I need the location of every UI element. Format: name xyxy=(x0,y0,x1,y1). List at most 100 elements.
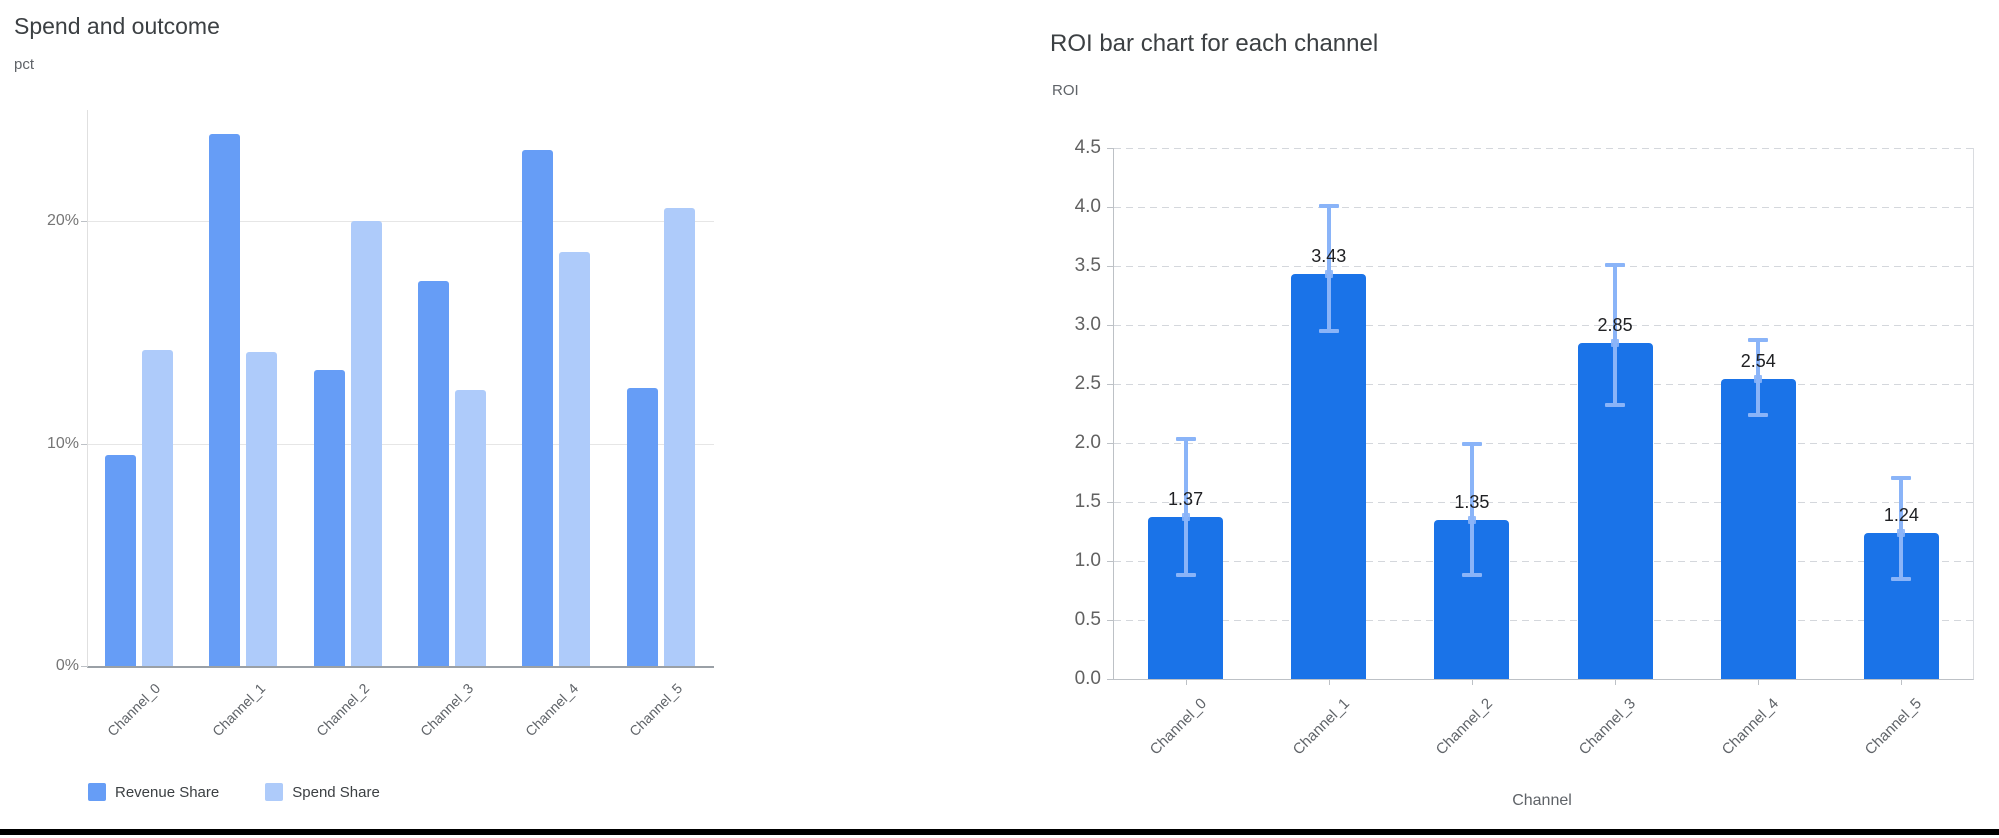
error-bar-cap-top xyxy=(1891,476,1912,481)
error-bar-line xyxy=(1613,263,1618,406)
y-tick-label: 10% xyxy=(46,434,79,452)
y-tick xyxy=(1107,679,1113,680)
gridline xyxy=(1114,561,1973,562)
y-tick-label: 2.5 xyxy=(1074,373,1101,394)
y-tick xyxy=(1107,443,1113,444)
error-bar-mean-marker xyxy=(1897,528,1906,537)
error-bar-line xyxy=(1326,204,1331,331)
legend-item-spend-share[interactable]: Spend Share xyxy=(265,783,380,801)
bar-value-label: 2.85 xyxy=(1597,314,1633,335)
bar-value-label: 1.37 xyxy=(1168,489,1204,510)
bar-revenue-share xyxy=(105,454,136,666)
y-tick-label: 3.0 xyxy=(1074,314,1101,335)
error-bar-line xyxy=(1899,477,1904,579)
bar-revenue-share xyxy=(209,134,241,666)
bar-spend-share xyxy=(246,352,278,666)
y-tick-label: 4.0 xyxy=(1074,196,1101,217)
y-tick xyxy=(81,221,87,223)
error-bar-mean-marker xyxy=(1611,338,1620,347)
x-tick xyxy=(1615,679,1617,685)
revenue-share-swatch-icon xyxy=(88,783,106,801)
error-bar-line xyxy=(1183,438,1188,576)
y-tick-label: 1.0 xyxy=(1074,550,1101,571)
x-tick xyxy=(1758,679,1760,685)
x-tick xyxy=(1328,679,1330,685)
y-tick xyxy=(1107,207,1113,208)
x-tick-label: Channel_5 xyxy=(1862,695,1926,759)
y-tick-label: 3.5 xyxy=(1074,255,1101,276)
revenue-share-legend-label: Revenue Share xyxy=(115,783,220,801)
y-tick-label: 0.0 xyxy=(1074,668,1101,689)
bar-revenue-share xyxy=(313,370,345,666)
error-bar-mean-marker xyxy=(1467,515,1476,524)
bar-value-label: 2.54 xyxy=(1740,351,1776,372)
gridline xyxy=(1114,620,1973,621)
bottom-divider-rule xyxy=(0,829,1999,835)
bar-spend-share xyxy=(142,350,173,666)
legend: Revenue Share Spend Share xyxy=(88,783,380,801)
bar-spend-share xyxy=(350,221,382,666)
y-tick-label: 4.5 xyxy=(1074,137,1101,158)
bar-spend-share xyxy=(455,390,486,666)
x-tick-label: Channel_0 xyxy=(1146,695,1210,759)
error-bar-mean-marker xyxy=(1754,375,1763,384)
y-tick-label: 1.5 xyxy=(1074,491,1101,512)
x-tick xyxy=(1901,679,1903,685)
gridline xyxy=(1114,502,1973,503)
error-bar-cap-top xyxy=(1175,437,1196,442)
x-tick-label: Channel_1 xyxy=(1289,695,1353,759)
x-tick xyxy=(1471,679,1473,685)
bar-revenue-share xyxy=(418,281,449,666)
x-tick-label: Channel_1 xyxy=(208,680,268,740)
y-tick xyxy=(1107,620,1113,621)
y-tick-label: 2.0 xyxy=(1074,432,1101,453)
y-tick xyxy=(1107,384,1113,385)
error-bar-cap-top xyxy=(1748,338,1769,343)
bar-roi xyxy=(1720,379,1796,679)
y-tick-label: 0% xyxy=(55,657,79,674)
error-bar-cap-top xyxy=(1461,442,1482,446)
gridline xyxy=(1114,148,1973,149)
bar-revenue-share xyxy=(626,388,658,666)
error-bar-mean-marker xyxy=(1181,513,1190,522)
bar-roi xyxy=(1291,274,1367,679)
gridline xyxy=(1114,443,1973,444)
legend-item-revenue-share[interactable]: Revenue Share xyxy=(88,783,219,801)
y-tick xyxy=(1107,502,1113,503)
gridline xyxy=(1114,325,1973,326)
bar-spend-share xyxy=(663,207,695,666)
spend-share-legend-label: Spend Share xyxy=(292,783,380,801)
gridline xyxy=(1114,384,1973,385)
x-tick-label: Channel_2 xyxy=(312,680,373,740)
gridline xyxy=(1114,207,1973,208)
error-bar-mean-marker xyxy=(1324,270,1333,279)
error-bar-cap-bottom xyxy=(1891,576,1912,581)
bar-revenue-share xyxy=(522,150,554,666)
error-bar-cap-bottom xyxy=(1318,328,1339,333)
bar-value-label: 1.35 xyxy=(1454,491,1490,512)
bar-spend-share xyxy=(559,252,591,666)
right-chart-title: ROI bar chart for each channel xyxy=(1050,30,1379,57)
bar-value-label: 1.24 xyxy=(1883,504,1919,525)
y-tick xyxy=(1107,266,1113,267)
x-tick-label: Channel_3 xyxy=(417,680,477,740)
error-bar-cap-bottom xyxy=(1748,412,1769,417)
right-chart-plot-area: 0.0 0.5 1.0 1.5 2.0 2.5 3.0 3.5 4.0 4.5 1.37 Channe… xyxy=(1075,137,1974,758)
gridline xyxy=(88,221,714,223)
error-bar-cap-bottom xyxy=(1175,573,1196,578)
y-tick xyxy=(1107,148,1113,149)
y-tick xyxy=(81,666,87,667)
x-tick-label: Channel_5 xyxy=(625,680,686,740)
x-tick-label: Channel_0 xyxy=(104,680,164,740)
y-tick xyxy=(1107,561,1113,562)
y-tick-label: 20% xyxy=(46,212,79,230)
gridline xyxy=(1114,266,1973,267)
x-tick-label: Channel_4 xyxy=(521,680,581,740)
y-tick-label: 0.5 xyxy=(1074,609,1101,630)
error-bar-cap-top xyxy=(1605,262,1626,267)
right-chart-y-axis-unit: ROI xyxy=(1052,82,1079,99)
y-tick xyxy=(1107,325,1113,326)
left-chart-y-axis-unit: pct xyxy=(14,56,35,73)
spend-share-swatch-icon xyxy=(265,783,284,801)
